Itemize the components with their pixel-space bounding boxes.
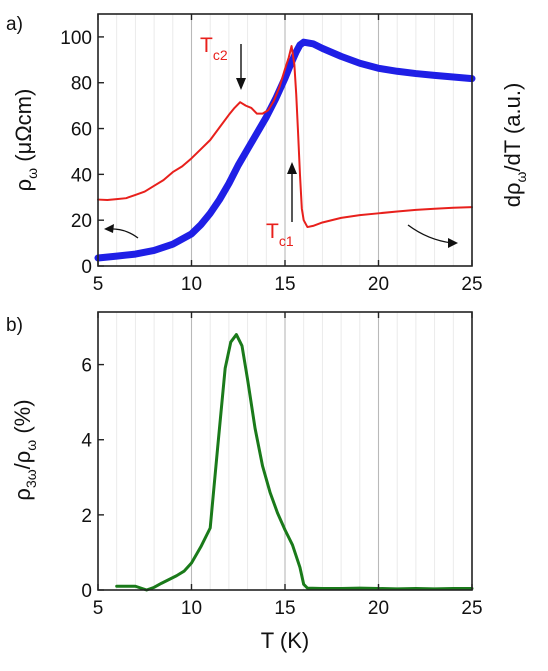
y-tick-label: 2 [81,506,92,527]
y-tick-label: 4 [81,431,92,452]
tc2-label: Tc2 [200,34,228,63]
chart-b: 5 10 15 20 25 0 2 4 6 ρ3ω/ρω (%) T (K) [10,311,483,653]
y-tick-label: 0 [81,581,92,602]
tc2-arrow-head [236,78,246,90]
y-tick-label: 80 [71,74,92,95]
y-tick-label: 100 [60,28,92,49]
y-axis-title-sub2: ω [23,440,39,451]
panel-label-b: b) [6,315,23,336]
y-tick-label: 0 [81,257,92,278]
y-axis-title-pre: ρ [10,488,35,501]
x-tick-label: 15 [274,274,295,295]
y2-axis-title-post: /dT (a.u.) [500,83,525,172]
y-axis-title: ρω (μΩcm) [11,89,40,192]
y-tick-label: 60 [71,120,92,141]
y2-axis-title-pre: dρ [500,183,525,208]
x-tick-label: 5 [93,598,104,619]
y-axis-title-post: (%) [10,399,35,439]
x-tick-label: 20 [368,274,389,295]
y-axis-title: ρ3ω/ρω (%) [10,399,39,500]
y-axis-title-unit: (μΩcm) [11,89,36,168]
y-axis-title-sub: ω [24,168,40,179]
tc1-label-main: T [266,220,279,243]
x-tick-label: 20 [368,598,389,619]
y2-axis-title: dρω/dT (a.u.) [500,83,529,208]
tc2-label-sub: c2 [213,47,228,63]
y-axis-title-mid: /ρ [10,451,35,470]
y-axis-title-base: ρ [11,179,36,192]
y2-axis-title-sub: ω [513,172,529,183]
x-tick-label: 10 [181,274,202,295]
tc2-label-main: T [200,34,213,57]
left-axis-arrow-head [104,224,114,233]
series-line-primary [115,333,474,592]
tc1-label-sub: c1 [279,233,294,249]
x-tick-label: 10 [181,598,202,619]
tc1-arrow-head [287,162,297,174]
y-tick-label: 20 [71,211,92,232]
y-tick-label: 40 [71,165,92,186]
x-tick-label: 15 [274,598,295,619]
series-line-primary [94,38,476,262]
x-tick-label: 25 [461,274,482,295]
right-axis-arrow-head [448,238,458,248]
right-axis-arrow [407,224,453,244]
series-line-secondary [97,45,473,229]
y-tick-label: 6 [81,356,92,377]
x-tick-label: 25 [461,598,482,619]
panel-label-a: a) [6,14,23,35]
y-axis-title-sub1: 3ω [23,469,39,488]
x-axis-title: T (K) [261,628,309,653]
tc1-label: Tc1 [266,220,294,249]
x-tick-label: 5 [93,274,104,295]
